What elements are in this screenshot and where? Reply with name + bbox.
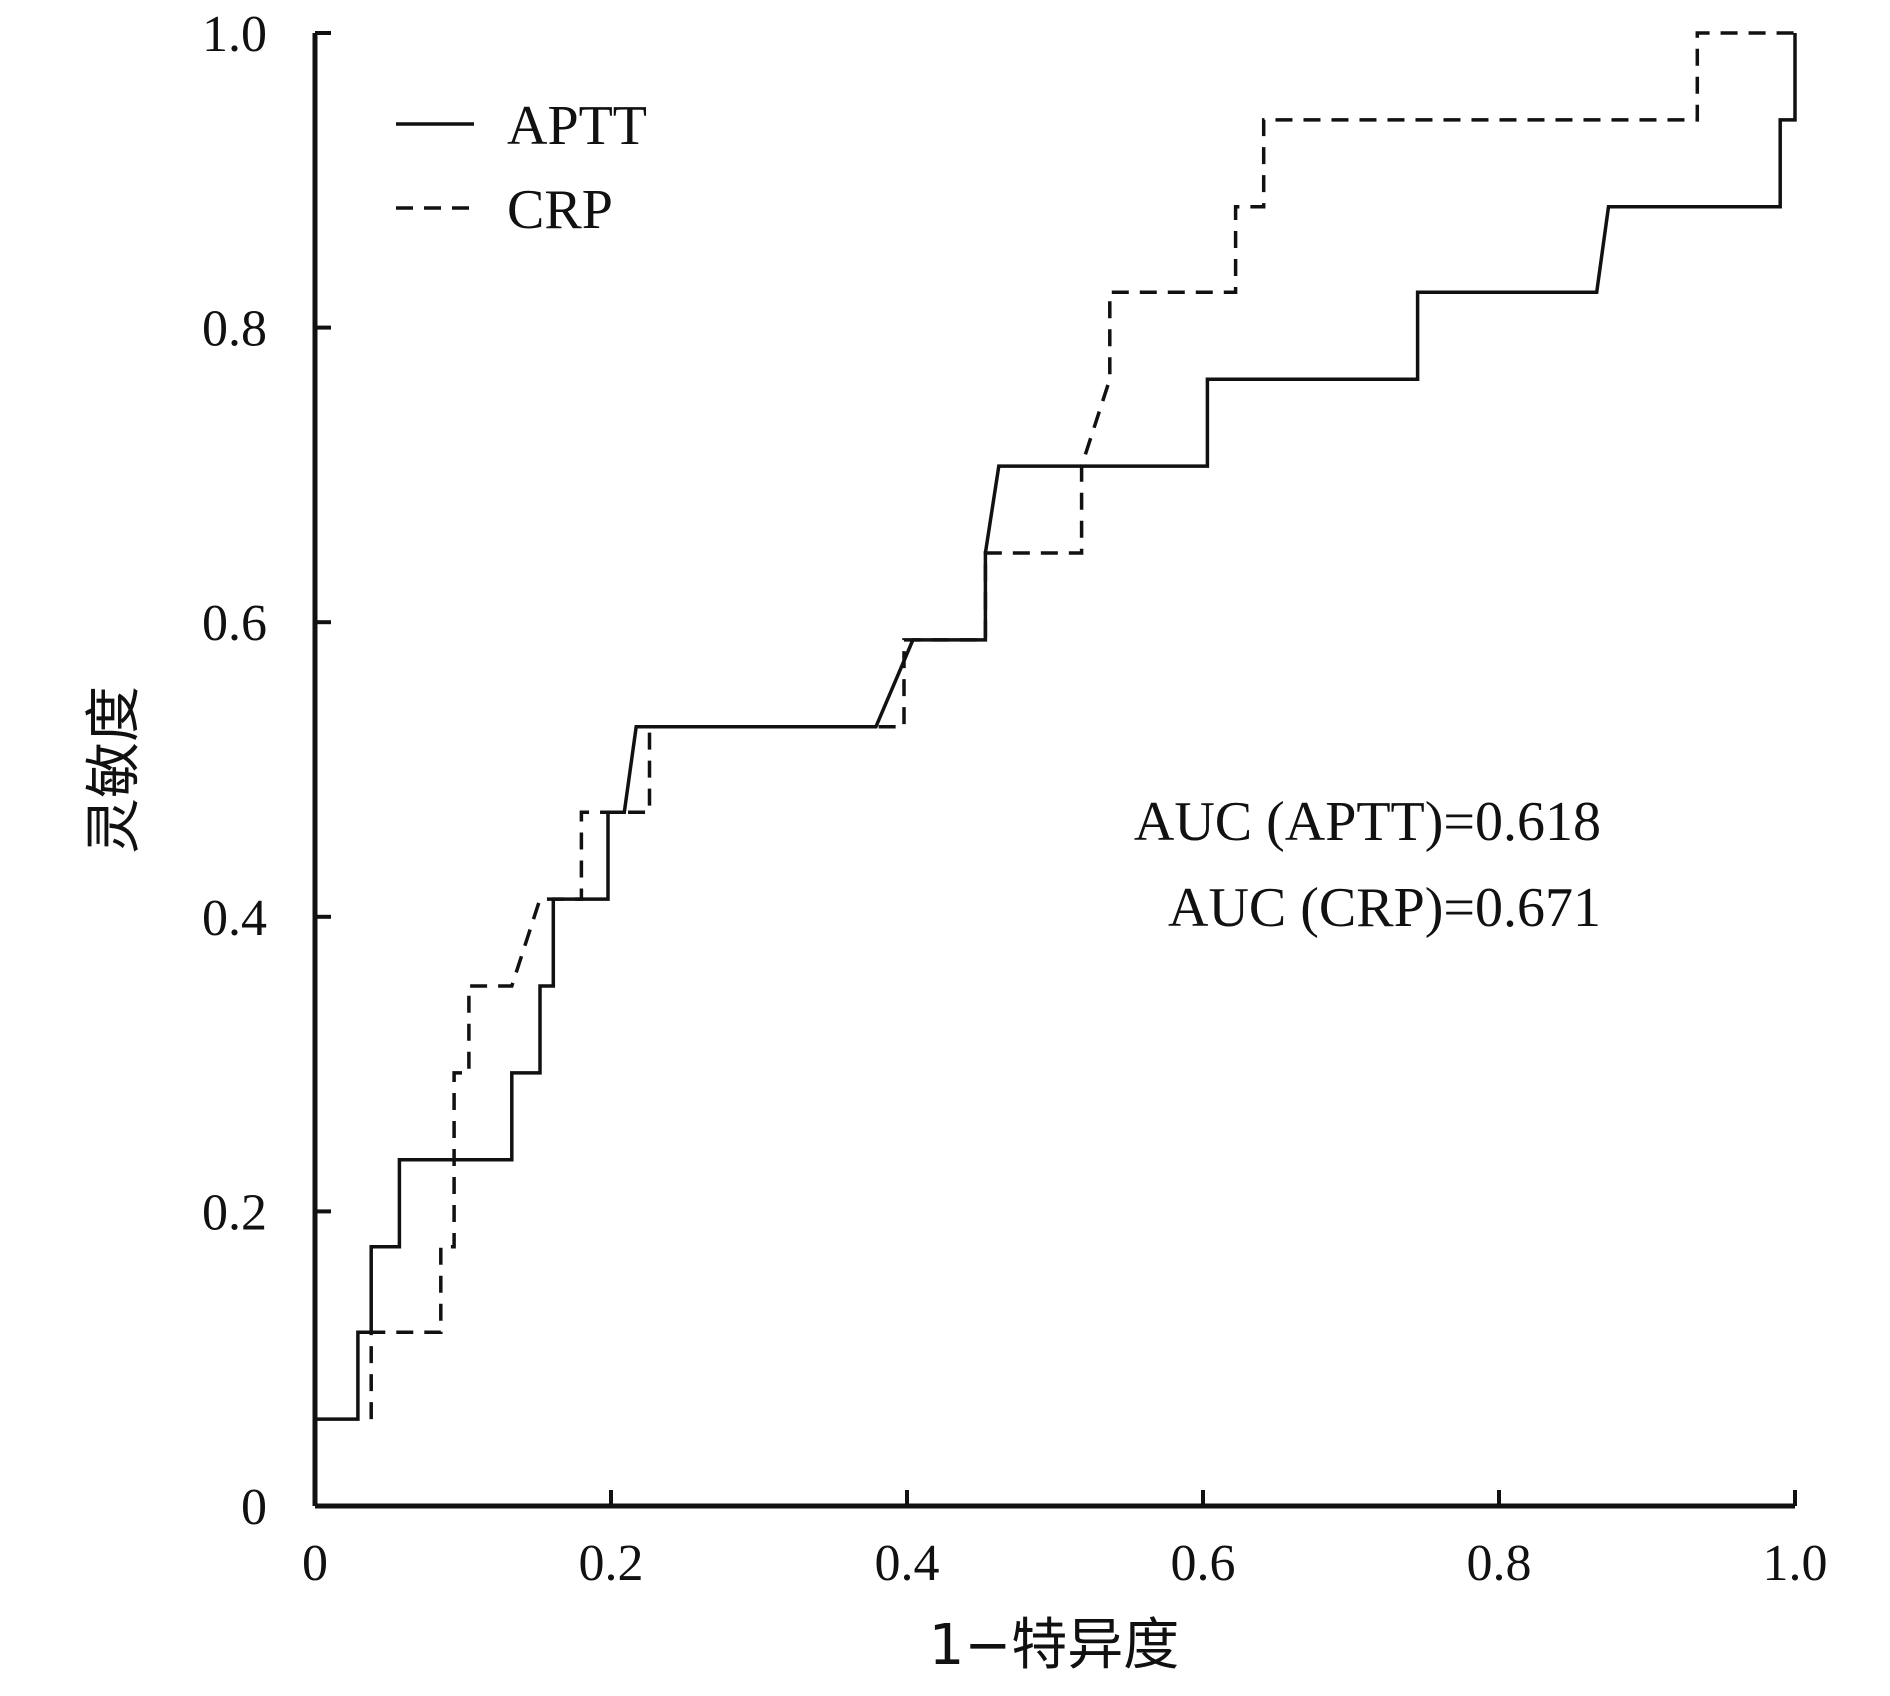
auc-annotation-crp: AUC (CRP)=0.671 (1168, 877, 1601, 939)
y-tick-label: 0.4 (202, 890, 267, 947)
y-tick-label: 0.8 (202, 301, 267, 358)
y-tick-label: 1.0 (202, 6, 267, 63)
y-axis-title: 灵敏度 (82, 686, 147, 854)
series-line-aptt (315, 33, 1797, 1421)
x-axis-title: 1−特异度 (929, 1613, 1180, 1678)
x-tick-label: 0.4 (875, 1535, 940, 1592)
x-tick-label: 0 (302, 1535, 328, 1592)
series-line-crp (369, 31, 1795, 1420)
auc-annotation-aptt: AUC (APTT)=0.618 (1134, 791, 1601, 853)
tick-layer: 0 0.2 0.4 0.6 0.8 1.0 0 0.2 0.4 0.6 0.8 1.0 (202, 6, 1828, 1592)
series-layer (315, 31, 1797, 1421)
legend-label-aptt: APTT (507, 95, 647, 157)
x-tick-label: 0.2 (579, 1535, 644, 1592)
x-tick-label: 0.6 (1171, 1535, 1236, 1592)
y-tick-label: 0.6 (202, 595, 267, 652)
y-tick-label: 0.2 (202, 1184, 267, 1241)
x-tick-label: 0.8 (1467, 1535, 1532, 1592)
legend: APTT CRP (396, 95, 647, 241)
legend-label-crp: CRP (507, 179, 613, 241)
y-tick-label: 0 (241, 1479, 267, 1536)
axes-layer (312, 33, 1795, 1509)
x-tick-label: 1.0 (1763, 1535, 1828, 1592)
